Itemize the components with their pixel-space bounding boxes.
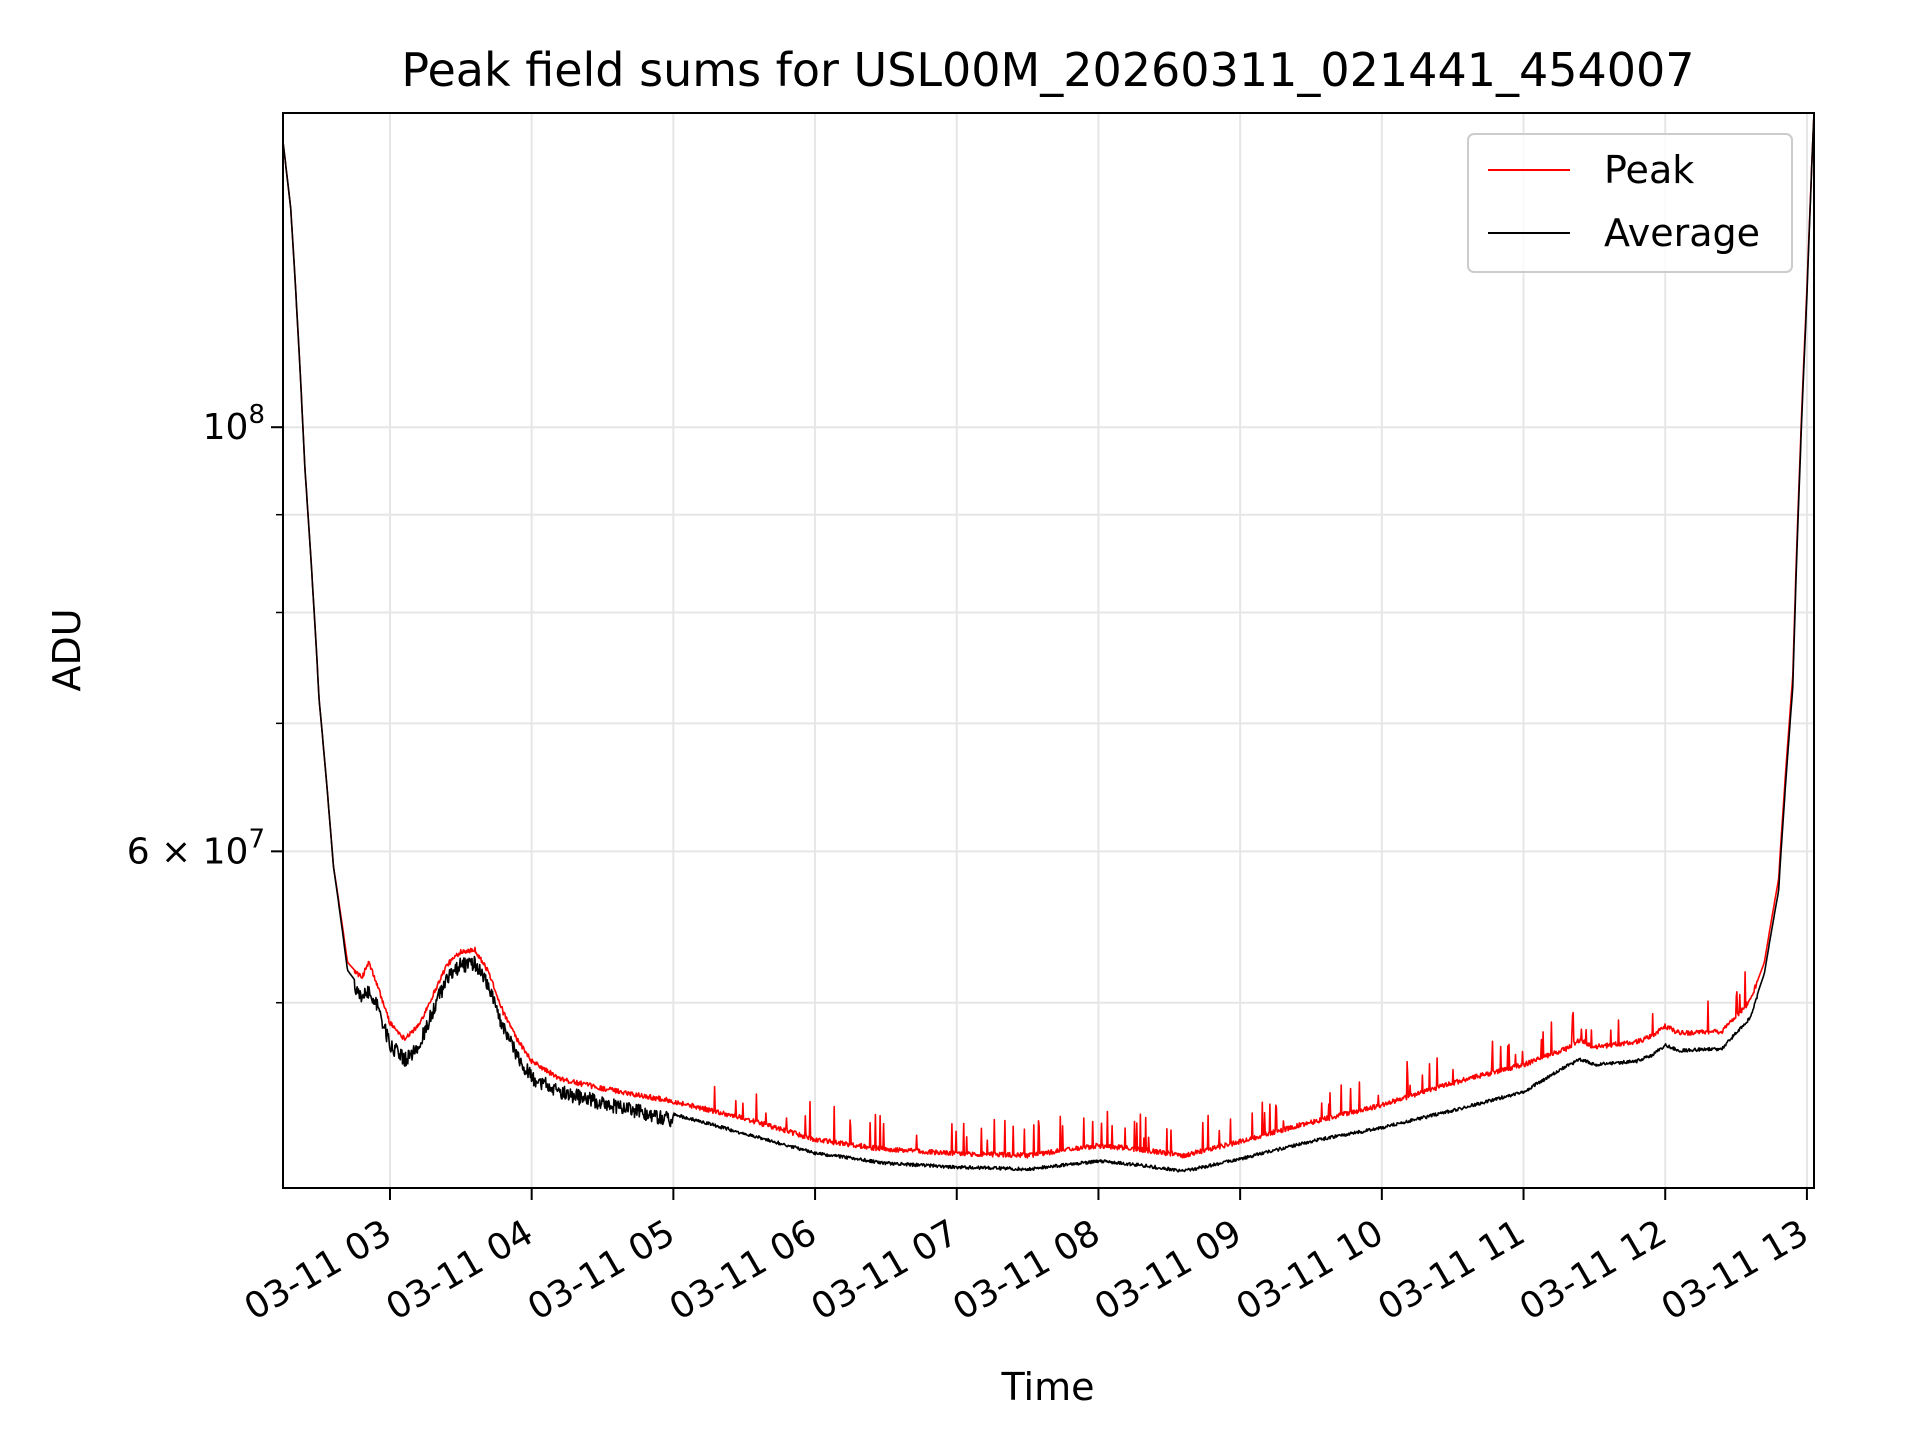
x-axis-label: Time	[1001, 1365, 1095, 1409]
grid	[283, 113, 1814, 1188]
y-axis-label: ADU	[45, 608, 89, 691]
y-tick-label: 6 × 107	[127, 824, 265, 872]
series-line-average	[283, 113, 1814, 1173]
series-line-peak	[283, 113, 1814, 1159]
series-layer	[283, 113, 1814, 1173]
y-tick-label: 108	[203, 400, 265, 448]
legend-label-average: Average	[1604, 211, 1760, 255]
legend: Peak Average	[1467, 133, 1793, 273]
chart-title: Peak field sums for USL00M_20260311_0214…	[401, 43, 1694, 97]
legend-box	[1467, 133, 1793, 273]
legend-label-peak: Peak	[1604, 148, 1694, 192]
plot-frame	[282, 112, 1815, 1189]
y-axis: 108 6 × 107	[127, 400, 283, 1004]
